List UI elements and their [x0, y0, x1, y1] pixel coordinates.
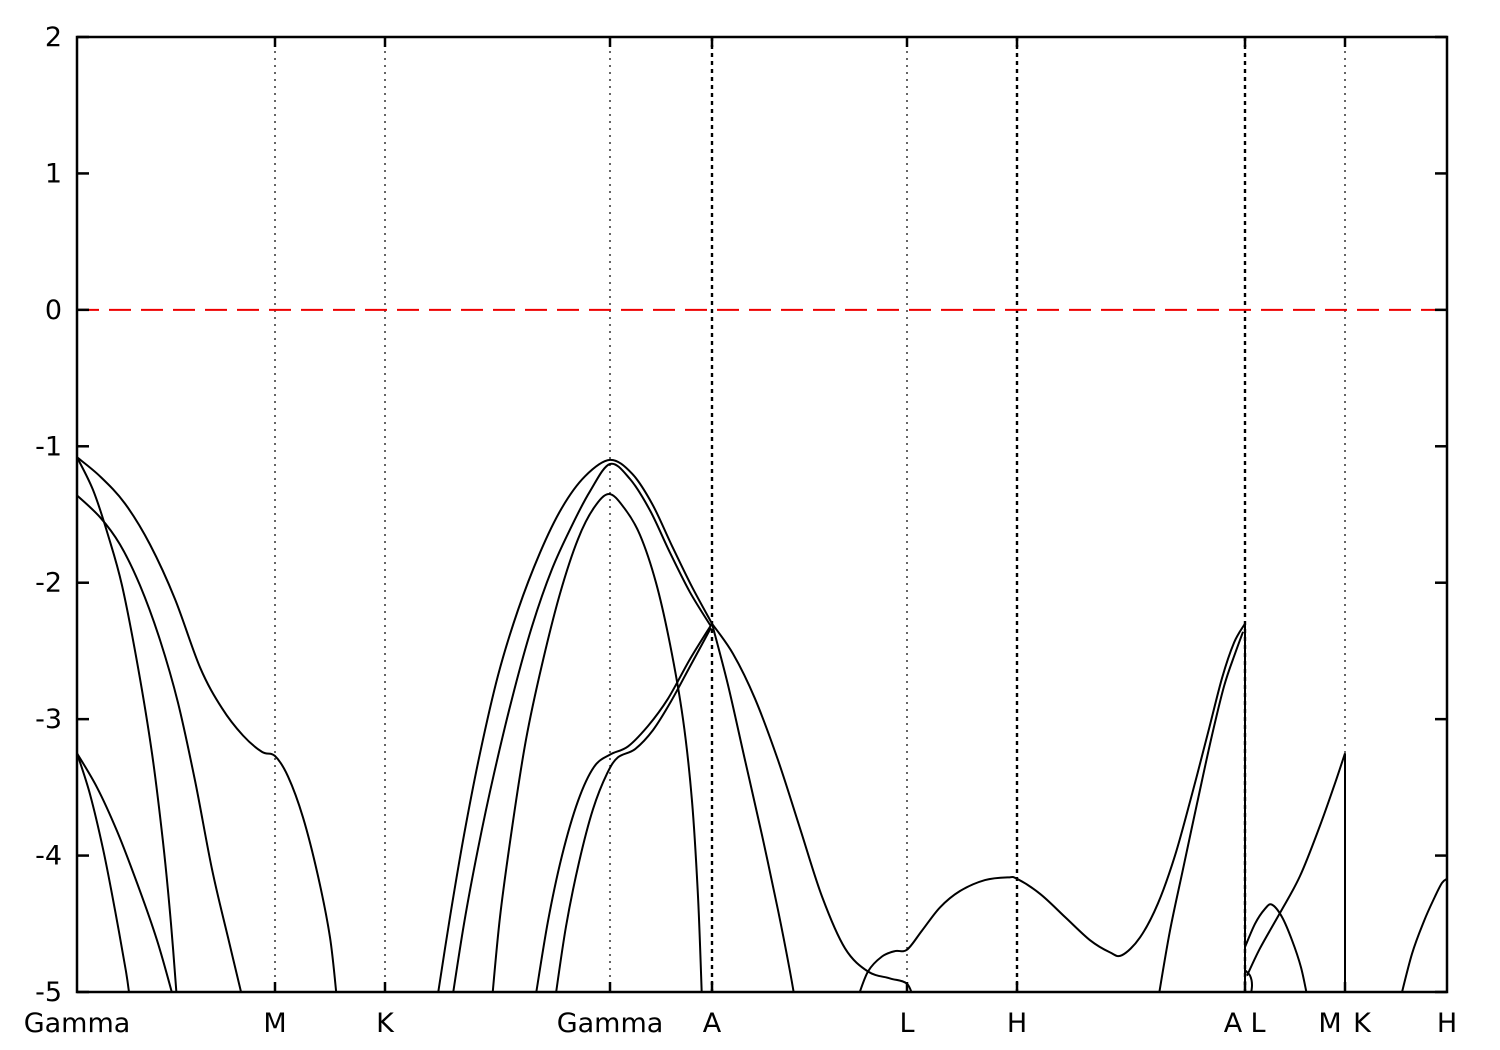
band-curve-mid-band-K-Gamma-A	[491, 492, 703, 992]
y-tick-label-0: 0	[45, 295, 62, 326]
x-tick-label-a-7: A	[1224, 1008, 1243, 1039]
x-tick-label-l-5: L	[899, 1008, 914, 1039]
x-tick-label-l-8: L	[1250, 1008, 1265, 1039]
band-curve-light-band-K-Gamma-A	[452, 462, 712, 992]
band-curve-band-L-M-rising	[1246, 752, 1346, 977]
band-curve-band-L-M-pocket	[1244, 969, 1254, 992]
band-curve-light-band-Gamma-M	[77, 456, 178, 992]
y-tick-label--4: -4	[35, 841, 62, 872]
x-tick-label-a-4: A	[703, 1008, 722, 1039]
band-curve-band-A-steep-down	[711, 623, 795, 992]
x-tick-label-gamma-0: Gamma	[24, 1008, 131, 1039]
band-curve-flat-band-b-K-Gamma-A	[555, 627, 712, 992]
band-curve-band-H-A-partner	[1158, 631, 1244, 992]
x-tick-label-k-2: K	[376, 1008, 395, 1039]
y-tick-label--1: -1	[35, 431, 62, 462]
y-tick-label-1: 1	[45, 158, 62, 189]
band-curve-band-K-H	[1401, 877, 1447, 992]
x-tick-label-h-6: H	[1007, 1008, 1027, 1039]
band-curve-heavy-band-K-Gamma-A	[437, 458, 713, 992]
band-curve-flat-band-a-K-Gamma-A	[535, 623, 713, 992]
y-tick-label--3: -3	[35, 704, 62, 735]
band-curve-deep-steep-Gamma-M	[77, 752, 130, 992]
y-tick-label--2: -2	[35, 568, 62, 599]
x-tick-label-k-10: K	[1353, 1008, 1372, 1039]
y-tick-label--5: -5	[35, 977, 62, 1008]
x-tick-label-h-11: H	[1437, 1008, 1457, 1039]
band-curve-band-A-to-L	[711, 623, 913, 992]
x-tick-label-m-1: M	[263, 1008, 286, 1039]
band-curve-deep-shallow-Gamma-M	[77, 752, 173, 992]
plot-frame	[75, 35, 1449, 994]
y-tick-label-2: 2	[45, 22, 62, 53]
x-tick-label-gamma-3: Gamma	[557, 1008, 664, 1039]
x-tick-label-m-9: M	[1318, 1008, 1341, 1039]
band-curve-band-L-H-A	[858, 623, 1246, 992]
band-curve-heavy-band-Gamma-M	[77, 456, 338, 992]
band-curve-band-L-M-hump	[1244, 903, 1308, 992]
band-curve-mid-band-Gamma-M	[77, 494, 243, 992]
